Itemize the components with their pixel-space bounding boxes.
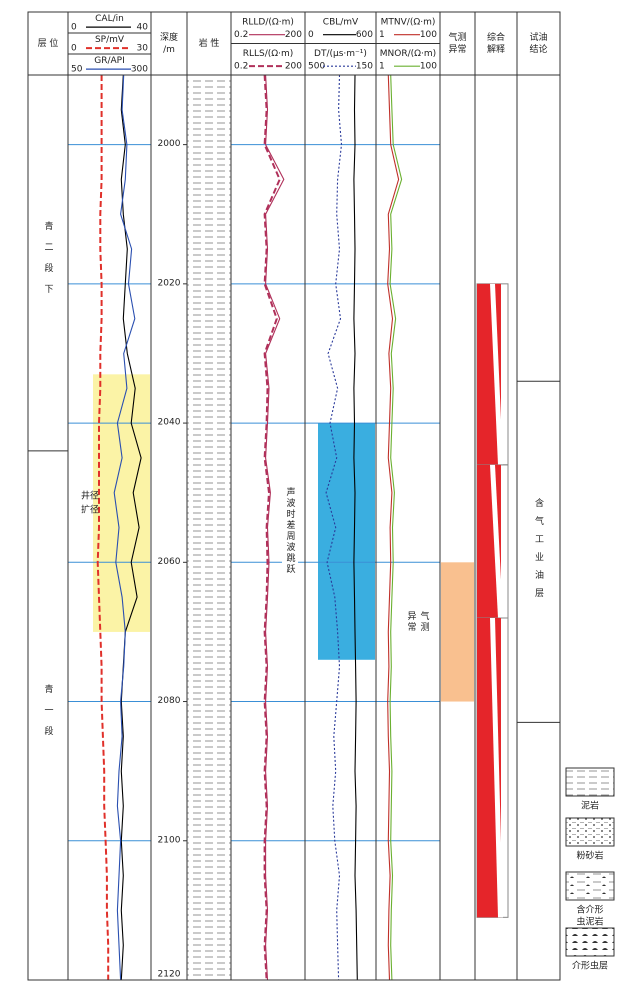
scale-max: 600: [356, 30, 373, 40]
log-curve: [263, 74, 281, 981]
lithology-column: [187, 75, 231, 980]
curve-name: SP/mV: [95, 35, 125, 45]
scale-max: 300: [131, 65, 148, 75]
curve-name: RLLS/(Ω·m): [243, 49, 294, 59]
curve-name: CAL/in: [95, 14, 124, 24]
depth-tick-label: 2080: [158, 696, 181, 706]
scale-min: 50: [71, 65, 83, 75]
depth-tick-label: 2000: [158, 139, 181, 149]
header: 异常: [448, 43, 466, 55]
test-result: 含气工业油层: [533, 497, 544, 606]
depth-tick-label: 2040: [158, 418, 181, 428]
depth-tick-label: 2020: [158, 278, 181, 288]
scale-min: 500: [308, 62, 325, 72]
depth-tick-label: 2120: [158, 970, 181, 980]
annotation: 气测: [419, 610, 430, 633]
scale-min: 0: [308, 30, 314, 40]
depth-tick-label: 2060: [158, 557, 181, 567]
legend-swatch: [565, 817, 615, 847]
legend-swatch: [565, 767, 615, 797]
scale-max: 100: [420, 30, 437, 40]
layer-name: 青二段下: [43, 220, 54, 305]
scale-min: 1: [379, 62, 385, 72]
legend-label: 泥岩: [581, 800, 599, 812]
log-curve: [387, 74, 400, 981]
legend-label: 虫泥岩: [576, 916, 603, 928]
header: 解释: [487, 43, 505, 55]
curve-name: DT/(μs·m⁻¹): [314, 49, 367, 59]
interpretation-stripe: [490, 618, 503, 918]
frame: [27, 11, 561, 981]
scale-min: 0.2: [234, 62, 248, 72]
interpretation-stripe: [490, 464, 503, 618]
log-curve: [113, 74, 136, 981]
gas-anomaly-zone: [441, 562, 474, 702]
scale-max: 40: [137, 23, 149, 33]
annotation: 井径: [81, 490, 99, 502]
legend-label: 含介形: [576, 904, 603, 916]
legend-label: 介形虫层: [572, 960, 608, 972]
hole-enlargement-zone: [93, 374, 150, 632]
layer-name: 青一段: [43, 683, 54, 747]
legend-swatch: [565, 871, 615, 901]
header: 岩 性: [199, 37, 220, 49]
curve-name: MTNV/(Ω·m): [381, 18, 436, 28]
curve-name: MNOR/(Ω·m): [380, 49, 436, 59]
header: 综合: [487, 31, 505, 43]
header: 试油: [529, 31, 547, 43]
scale-max: 100: [420, 62, 437, 72]
log-curve: [389, 74, 403, 981]
scale-min: 1: [379, 30, 385, 40]
curve-name: CBL/mV: [323, 18, 359, 28]
log-curve: [353, 74, 358, 981]
header: /m: [163, 45, 175, 55]
scale-max: 30: [137, 44, 149, 54]
label-background: [282, 463, 298, 599]
log-curve: [325, 74, 343, 981]
scale-min: 0: [71, 23, 77, 33]
legend-swatch: [565, 927, 615, 957]
scale-max: 200: [285, 62, 302, 72]
cycle-skip-zone: [318, 423, 375, 660]
log-curve: [96, 75, 110, 980]
curve-name: GR/API: [94, 56, 125, 66]
header: 气测: [448, 31, 466, 43]
annotation: 异常: [406, 611, 417, 633]
annotation: 声波时差周波跳跃: [285, 486, 296, 575]
annotation: 扩径: [81, 504, 99, 516]
scale-max: 200: [285, 30, 302, 40]
depth-tick-label: 2100: [158, 835, 181, 845]
scale-min: 0: [71, 44, 77, 54]
header: 层 位: [38, 37, 59, 49]
header: 深度: [160, 31, 178, 43]
log-curve: [265, 74, 285, 981]
scale-max: 150: [356, 62, 373, 72]
legend-label: 粉砂岩: [576, 850, 603, 862]
header: 结论: [529, 43, 547, 55]
interpretation-stripe: [490, 283, 503, 465]
scale-min: 0.2: [234, 30, 248, 40]
curve-name: RLLD/(Ω·m): [242, 18, 294, 28]
